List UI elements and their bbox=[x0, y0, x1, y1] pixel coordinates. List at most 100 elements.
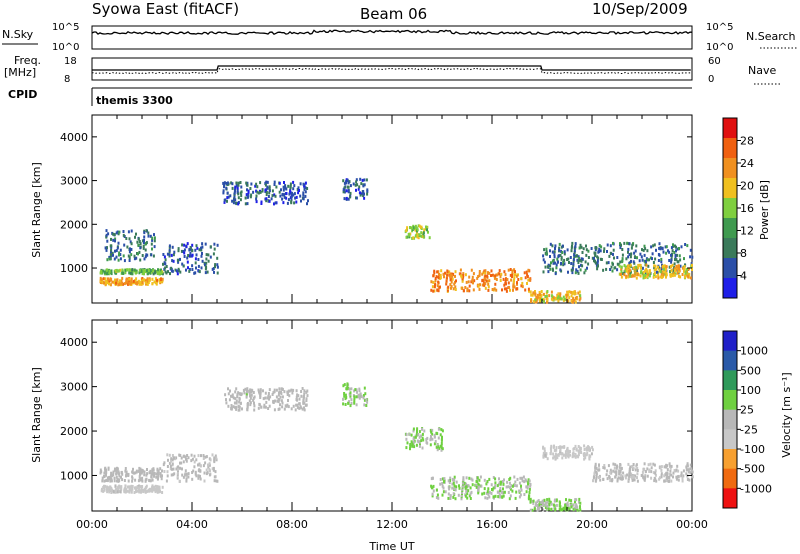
echo-cell bbox=[362, 396, 365, 400]
echo-cell bbox=[543, 449, 546, 453]
echo-cell bbox=[157, 471, 160, 475]
echo-cell bbox=[464, 273, 467, 277]
echo-cell bbox=[672, 244, 675, 248]
echo-cell bbox=[554, 261, 556, 265]
echo-cell bbox=[125, 280, 128, 284]
echo-cell bbox=[572, 297, 575, 301]
echo-cell bbox=[115, 231, 118, 235]
echo-cell bbox=[194, 472, 197, 476]
beam-title: Beam 06 bbox=[360, 5, 427, 23]
echo-cell bbox=[122, 272, 125, 275]
echo-cell bbox=[151, 489, 154, 493]
echo-cell bbox=[352, 182, 355, 186]
echo-cell bbox=[638, 259, 641, 263]
echo-cell bbox=[621, 257, 624, 261]
echo-cell bbox=[560, 249, 563, 253]
echo-cell bbox=[672, 243, 674, 247]
echo-cell bbox=[440, 446, 443, 450]
echo-cell bbox=[442, 486, 445, 490]
echo-cell bbox=[302, 395, 305, 398]
echo-cell bbox=[662, 267, 665, 271]
echo-cell bbox=[479, 475, 482, 479]
echo-cell bbox=[569, 453, 572, 457]
echo-cell bbox=[109, 474, 112, 478]
echo-cell bbox=[495, 278, 498, 281]
echo-cell bbox=[285, 192, 288, 195]
echo-cell bbox=[108, 476, 110, 480]
echo-cell bbox=[191, 264, 194, 268]
echo-cell bbox=[541, 499, 544, 503]
echo-cell bbox=[112, 470, 115, 474]
echo-cell bbox=[439, 276, 442, 280]
echo-cell bbox=[128, 490, 131, 494]
echo-cell bbox=[497, 495, 500, 499]
echo-cell bbox=[302, 197, 305, 201]
colorbar-swatch bbox=[723, 138, 737, 159]
echo-cell bbox=[190, 453, 193, 457]
echo-cell bbox=[546, 504, 549, 508]
echo-cell bbox=[142, 488, 145, 492]
echo-cell bbox=[481, 272, 484, 276]
echo-cell bbox=[354, 183, 357, 187]
echo-cell bbox=[583, 452, 586, 455]
echo-cell bbox=[153, 485, 156, 489]
echo-cell bbox=[432, 489, 435, 493]
echo-cell bbox=[244, 196, 247, 200]
echo-cell bbox=[451, 482, 454, 486]
echo-cell bbox=[513, 273, 516, 277]
echo-cell bbox=[640, 266, 642, 270]
echo-cell bbox=[109, 283, 112, 287]
echo-cell bbox=[663, 264, 666, 268]
echo-cell bbox=[105, 233, 108, 237]
echo-cell bbox=[170, 457, 173, 461]
echo-cell bbox=[172, 253, 175, 257]
echo-cell bbox=[307, 199, 309, 203]
echo-cell bbox=[142, 246, 145, 250]
echo-cell bbox=[365, 398, 368, 402]
echo-cell bbox=[647, 273, 649, 277]
echo-cell bbox=[130, 271, 132, 275]
echo-cell bbox=[483, 478, 486, 482]
echo-cell bbox=[236, 186, 239, 190]
echo-cell bbox=[268, 397, 270, 401]
echo-cell bbox=[431, 432, 434, 436]
echo-cell bbox=[520, 277, 523, 280]
echo-cell bbox=[486, 480, 489, 484]
echo-cell bbox=[234, 188, 236, 192]
echo-cell bbox=[153, 233, 155, 237]
echo-cell bbox=[138, 282, 141, 286]
echo-cell bbox=[349, 195, 352, 199]
echo-cell bbox=[259, 181, 262, 185]
echo-cell bbox=[565, 498, 567, 502]
echo-cell bbox=[435, 488, 438, 492]
echo-cell bbox=[153, 280, 156, 284]
echo-cell bbox=[342, 397, 344, 401]
echo-cell bbox=[209, 245, 212, 249]
echo-cell bbox=[257, 191, 260, 195]
echo-cell bbox=[100, 269, 103, 273]
echo-cell bbox=[666, 475, 669, 479]
echo-cell bbox=[126, 245, 129, 249]
echo-cell bbox=[249, 403, 252, 407]
echo-cell bbox=[259, 388, 262, 392]
echo-cell bbox=[477, 485, 480, 489]
echo-cell bbox=[643, 462, 646, 466]
echo-cell bbox=[152, 488, 155, 492]
echo-cell bbox=[605, 261, 608, 265]
colorbar-swatch bbox=[723, 238, 737, 259]
echo-cell bbox=[682, 474, 685, 478]
echo-cell bbox=[549, 500, 552, 504]
echo-cell bbox=[237, 196, 240, 200]
echo-cell bbox=[646, 474, 649, 478]
echo-cell bbox=[472, 288, 475, 292]
echo-cell bbox=[164, 258, 167, 262]
echo-cell bbox=[138, 475, 141, 479]
echo-cell bbox=[347, 181, 350, 185]
echo-cell bbox=[216, 263, 219, 267]
freq-right-tick-top: 60 bbox=[708, 56, 721, 67]
echo-cell bbox=[454, 285, 457, 289]
echo-cell bbox=[667, 249, 669, 253]
echo-cell bbox=[670, 464, 673, 468]
echo-cell bbox=[475, 479, 478, 483]
echo-cell bbox=[635, 244, 638, 248]
